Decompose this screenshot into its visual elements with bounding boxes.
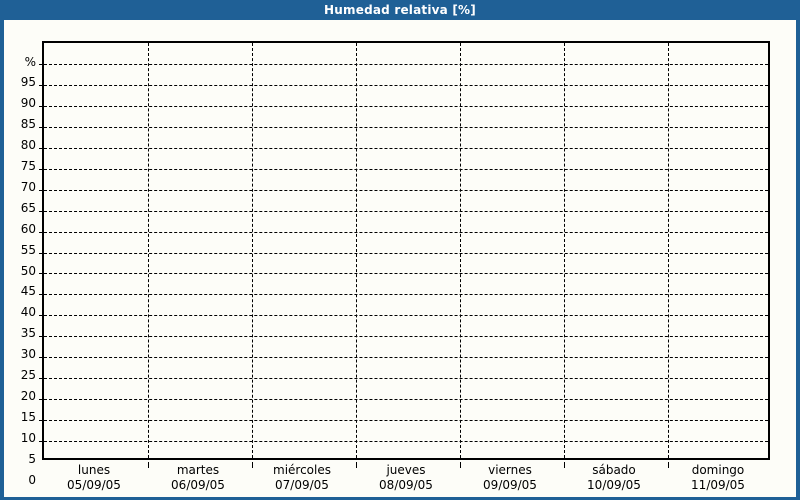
y-axis-tick-label: 60 [20,221,36,236]
y-axis-tick-label: 70 [20,179,36,194]
y-axis-tick-label: 10 [20,431,36,446]
window-titlebar: Humedad relativa [%] [4,0,796,20]
y-axis-tick [39,252,44,254]
x-axis-day-name: domingo [691,463,745,477]
y-axis-tick-label: 85 [20,116,36,131]
gridline-vertical [148,43,149,458]
y-axis-tick-label: 90 [20,95,36,110]
y-axis-tick [39,315,44,317]
x-axis-day-name: lunes [77,463,111,477]
y-axis-tick [39,84,44,86]
y-axis-tick [39,399,44,401]
y-axis-tick [39,273,44,275]
x-axis-date: 11/09/05 [691,478,745,492]
gridline-horizontal [44,336,768,338]
gridline-horizontal [44,63,768,65]
y-axis-tick [39,189,44,191]
x-axis-tick-label: sábado 10/09/05 [587,463,641,493]
x-axis-tick-label: domingo 11/09/05 [691,463,745,493]
y-axis-tick-label: 50 [20,263,36,278]
gridline-horizontal [44,231,768,233]
gridline-horizontal [44,126,768,128]
gridline-horizontal [44,252,768,254]
y-axis-tick [39,105,44,107]
gridline-horizontal [44,210,768,212]
x-axis-tick [460,462,461,468]
y-axis-tick-label: 35 [20,326,36,341]
x-axis-tick [148,462,149,468]
gridline-horizontal [44,84,768,86]
y-axis-tick [39,378,44,380]
gridline-horizontal [44,273,768,275]
gridline-horizontal [44,357,768,359]
y-axis-tick-label: 0 [28,473,36,487]
x-axis-day-name: miércoles [273,463,331,477]
gridline-horizontal [44,315,768,317]
gridline-horizontal [44,378,768,380]
x-axis-date: 10/09/05 [587,478,641,492]
x-axis-date: 09/09/05 [483,478,537,492]
y-axis-tick-label: 80 [20,137,36,152]
gridline-horizontal [44,399,768,401]
x-axis-day-name: martes [176,463,220,477]
x-axis-date: 05/09/05 [67,478,121,492]
y-axis-tick [39,63,44,65]
page-title: Humedad relativa [%] [324,3,476,17]
x-axis-tick-label: jueves 08/09/05 [379,463,433,493]
x-axis-day-name: viernes [488,463,532,477]
gridline-horizontal [44,441,768,443]
y-axis-tick-label: 30 [20,347,36,362]
gridline-horizontal [44,105,768,107]
x-axis-tick-label: lunes 05/09/05 [67,463,121,493]
y-axis-tick [39,210,44,212]
gridline-vertical [668,43,669,458]
x-axis-tick-label: miércoles 07/09/05 [273,463,331,493]
gridline-horizontal [44,168,768,170]
y-axis-tick [39,294,44,296]
y-axis-tick [39,420,44,422]
y-axis-tick [39,147,44,149]
x-axis-tick [668,462,669,468]
gridline-horizontal [44,147,768,149]
y-axis-tick-label: 45 [20,284,36,299]
y-axis-tick [39,441,44,443]
chart-canvas: % 95 90 85 80 75 70 65 60 55 50 45 40 35 30 25 20 15 10 5 0 … [4,20,796,497]
y-axis-tick-label: 55 [20,242,36,257]
y-axis-tick [39,231,44,233]
x-axis-day-name: jueves [386,463,426,477]
x-axis-date: 07/09/05 [275,478,329,492]
plot-area [39,41,770,468]
y-axis-unit-label: % [24,55,36,69]
y-axis-labels: % 95 90 85 80 75 70 65 60 55 50 45 40 35 30 25 20 15 10 5 0 [4,40,40,487]
gridline-vertical [252,43,253,458]
x-axis-tick-label: viernes 09/09/05 [483,463,537,493]
gridline-vertical [564,43,565,458]
y-axis-tick [39,126,44,128]
y-axis-tick-label: 5 [28,452,36,467]
gridline-horizontal [44,294,768,296]
y-axis-tick-label: 40 [20,305,36,320]
x-axis-date: 06/09/05 [171,478,225,492]
x-axis-date: 08/09/05 [379,478,433,492]
y-axis-tick [39,168,44,170]
gridline-vertical [460,43,461,458]
y-axis-tick-label: 95 [20,74,36,89]
x-axis-tick-label: martes 06/09/05 [171,463,225,493]
x-axis-tick [356,462,357,468]
x-axis-labels: lunes 05/09/05 martes 06/09/05 miércoles 07/0… [4,463,796,497]
x-axis-day-name: sábado [592,463,636,477]
y-axis-tick [39,336,44,338]
gridline-vertical [356,43,357,458]
y-axis-tick-label: 75 [20,158,36,173]
gridline-horizontal [44,420,768,422]
y-axis-tick-label: 15 [20,410,36,425]
y-axis-tick-label: 65 [20,200,36,215]
x-axis-tick [564,462,565,468]
y-axis-tick [39,357,44,359]
y-axis-tick-label: 20 [20,389,36,404]
y-axis-tick-label: 25 [20,368,36,383]
gridline-horizontal [44,189,768,191]
x-axis-tick [252,462,253,468]
